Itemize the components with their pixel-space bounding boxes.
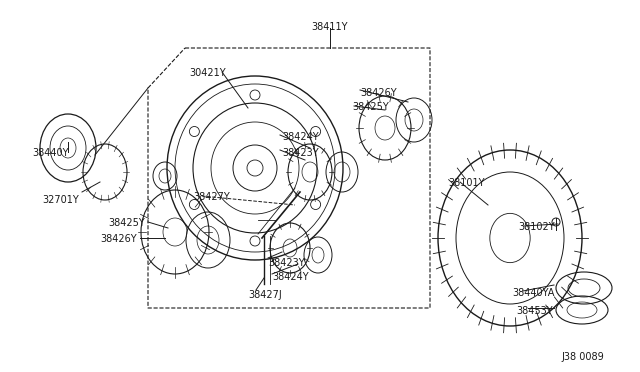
Text: 38426Y: 38426Y bbox=[360, 88, 397, 98]
Text: 38425Y: 38425Y bbox=[352, 102, 388, 112]
Text: 38424Y: 38424Y bbox=[272, 272, 308, 282]
Text: J38 0089: J38 0089 bbox=[561, 352, 604, 362]
Text: 30421Y: 30421Y bbox=[189, 68, 227, 78]
Text: 38440Y: 38440Y bbox=[32, 148, 68, 158]
Text: 38411Y: 38411Y bbox=[312, 22, 348, 32]
Text: 38426Y: 38426Y bbox=[100, 234, 136, 244]
Text: 38101Y: 38101Y bbox=[448, 178, 484, 188]
Text: 38102Y: 38102Y bbox=[518, 222, 555, 232]
Text: 38423Y: 38423Y bbox=[268, 258, 305, 268]
Text: 32701Y: 32701Y bbox=[42, 195, 79, 205]
Text: 38425Y: 38425Y bbox=[108, 218, 145, 228]
Text: 38424Y: 38424Y bbox=[282, 132, 319, 142]
Text: 38453Y: 38453Y bbox=[516, 306, 552, 316]
Text: 38427Y: 38427Y bbox=[193, 192, 230, 202]
Text: 38440YA: 38440YA bbox=[512, 288, 554, 298]
Text: 38423Y: 38423Y bbox=[282, 148, 319, 158]
Text: 38427J: 38427J bbox=[248, 290, 282, 300]
